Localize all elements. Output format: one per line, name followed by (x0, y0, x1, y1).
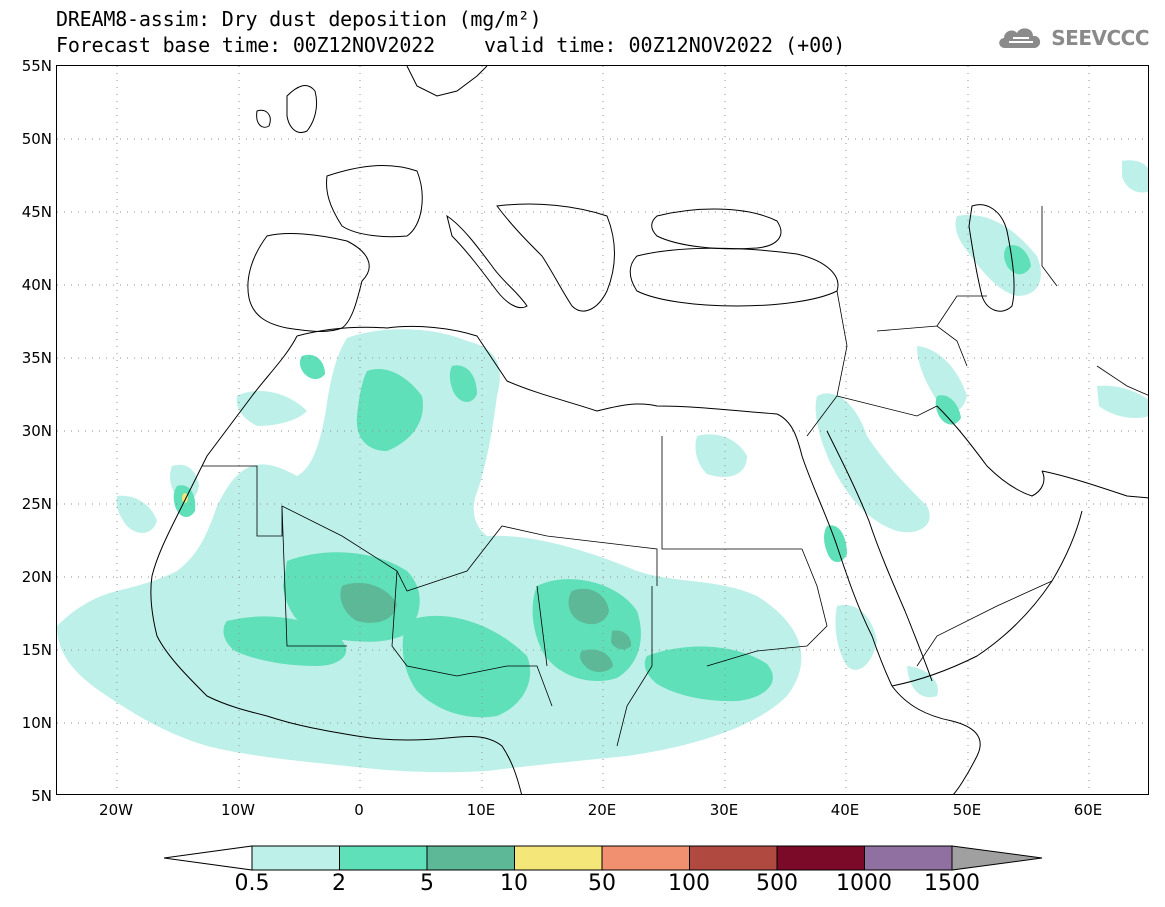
lon-label: 20E (587, 801, 617, 819)
colorbar-label: 50 (588, 871, 616, 896)
lon-label: 0 (354, 801, 364, 819)
lon-label: 10W (221, 801, 255, 819)
coastlines (150, 66, 1148, 794)
lat-label: 40N (21, 276, 52, 294)
lat-label: 5N (31, 787, 52, 805)
forecast-base-time: Forecast base time: 00Z12NOV2022 (56, 33, 435, 57)
cloud-icon (999, 28, 1041, 48)
colorbar-over-arrow (951, 845, 1043, 871)
lat-label: 10N (21, 714, 52, 732)
lat-label: 20N (21, 568, 52, 586)
lon-label: 50E (952, 801, 982, 819)
colorbar-label: 100 (668, 871, 710, 896)
dust-level-4 (182, 493, 188, 503)
dust-level-3 (340, 582, 632, 672)
colorbar-label: 1500 (924, 871, 980, 896)
colorbar-swatch (514, 845, 603, 871)
colorbar-swatch (689, 845, 778, 871)
seevccc-logo: SEEVCCC (995, 24, 1149, 52)
lat-label: 35N (21, 349, 52, 367)
colorbar-label: 2 (332, 871, 346, 896)
map-area (56, 65, 1149, 795)
lat-label: 15N (21, 641, 52, 659)
colorbar-swatch (601, 845, 690, 871)
dust-map (57, 66, 1148, 794)
colorbar-swatch (864, 845, 953, 871)
valid-time: valid time: 00Z12NOV2022 (+00) (484, 33, 846, 57)
logo-text: SEEVCCC (1051, 26, 1149, 50)
colorbar-swatch (339, 845, 428, 871)
lon-label: 10E (466, 801, 496, 819)
lon-label: 40E (830, 801, 860, 819)
colorbar-label: 0.5 (234, 871, 270, 896)
colorbar-label: 10 (500, 871, 528, 896)
colorbar-swatch (776, 845, 865, 871)
colorbar-label: 500 (756, 871, 798, 896)
country-borders (202, 206, 1148, 747)
lat-label: 25N (21, 495, 52, 513)
colorbar-swatch (426, 845, 515, 871)
lat-label: 45N (21, 203, 52, 221)
map-grid (57, 66, 1148, 794)
colorbar (164, 845, 1043, 871)
lon-label: 60E (1073, 801, 1103, 819)
lat-label: 30N (21, 422, 52, 440)
colorbar-swatch (251, 845, 340, 871)
lat-label: 50N (21, 130, 52, 148)
colorbar-label: 1000 (836, 871, 892, 896)
colorbar-label: 5 (420, 871, 434, 896)
lon-label: 20W (99, 801, 133, 819)
map-title: DREAM8-assim: Dry dust deposition (mg/m²… (56, 7, 542, 31)
colorbar-under-arrow (164, 845, 253, 871)
lon-label: 30E (709, 801, 739, 819)
lat-label: 55N (21, 57, 52, 75)
